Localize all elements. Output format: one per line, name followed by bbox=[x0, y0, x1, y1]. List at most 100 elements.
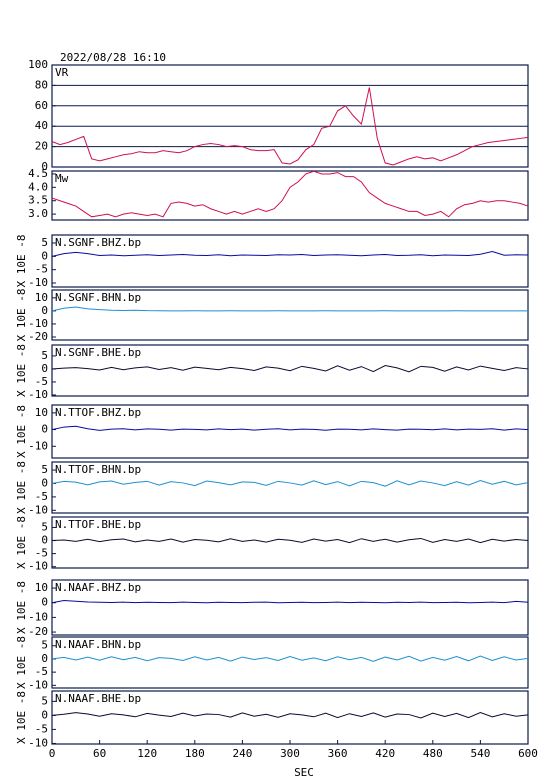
y-tick-label: 3.0 bbox=[28, 207, 48, 220]
y-tick-label: 60 bbox=[35, 99, 48, 112]
y-tick-label: 4.0 bbox=[28, 180, 48, 193]
trace bbox=[51, 712, 529, 719]
y-tick-label: -5 bbox=[35, 375, 48, 388]
y-axis-label: X 10E -8 bbox=[15, 691, 28, 744]
y-tick-label: 0 bbox=[41, 304, 48, 317]
x-tick-label: 540 bbox=[470, 747, 490, 760]
x-axis-label: SEC bbox=[294, 766, 314, 779]
trace-label: N.SGNF.BHE.bp bbox=[55, 346, 141, 359]
y-axis-label: X 10E -8 bbox=[15, 516, 28, 569]
y-tick-label: 0 bbox=[41, 476, 48, 489]
y-tick-label: -10 bbox=[28, 736, 48, 749]
y-tick-label: -10 bbox=[28, 610, 48, 623]
y-tick-label: 0 bbox=[41, 708, 48, 721]
x-tick-label: 60 bbox=[93, 747, 106, 760]
y-axis-label: X 10E -8 bbox=[15, 405, 28, 458]
panel-frame bbox=[51, 636, 529, 689]
y-tick-label: 0 bbox=[41, 423, 48, 436]
y-tick-label: -10 bbox=[28, 317, 48, 330]
y-tick-label: 0 bbox=[41, 534, 48, 547]
x-tick-label: 300 bbox=[280, 747, 300, 760]
y-tick-label: 5 bbox=[41, 694, 48, 707]
x-tick-label: 420 bbox=[375, 747, 395, 760]
y-tick-label: 0 bbox=[41, 249, 48, 262]
trace bbox=[51, 87, 529, 166]
y-tick-label: 10 bbox=[35, 581, 48, 594]
y-tick-label: 40 bbox=[35, 119, 48, 132]
trace-label: N.SGNF.BHZ.bp bbox=[55, 236, 141, 249]
x-tick-label: 0 bbox=[49, 747, 56, 760]
y-axis-label: X 10E -8 bbox=[15, 581, 28, 634]
trace bbox=[51, 365, 529, 373]
trace-label: N.TTOF.BHZ.bp bbox=[55, 406, 141, 419]
x-tick-label: 180 bbox=[185, 747, 205, 760]
panel-frame bbox=[51, 516, 529, 569]
trace-label: N.TTOF.BHE.bp bbox=[55, 518, 141, 531]
y-tick-label: 5 bbox=[41, 520, 48, 533]
y-tick-label: -10 bbox=[28, 388, 48, 401]
trace bbox=[51, 306, 528, 312]
y-tick-label: -20 bbox=[28, 330, 48, 343]
y-tick-label: 5 bbox=[41, 236, 48, 249]
trace-label: N.NAAF.BHN.bp bbox=[55, 638, 141, 651]
trace bbox=[51, 251, 529, 257]
y-tick-label: 20 bbox=[35, 140, 48, 153]
y-tick-label: 5 bbox=[41, 639, 48, 652]
y-tick-label: -10 bbox=[28, 678, 48, 691]
trace-label: N.TTOF.BHN.bp bbox=[55, 463, 141, 476]
panel-frame bbox=[51, 170, 529, 221]
y-tick-label: -5 bbox=[35, 490, 48, 503]
y-axis-label: X 10E -8 bbox=[15, 344, 28, 397]
panel-frame bbox=[51, 404, 529, 459]
y-tick-label: 5 bbox=[41, 349, 48, 362]
y-axis-label: X 10E -8 bbox=[15, 461, 28, 514]
x-tick-label: 480 bbox=[423, 747, 443, 760]
panel-frame bbox=[51, 64, 529, 168]
x-tick-label: 600 bbox=[518, 747, 538, 760]
panel-frame bbox=[51, 579, 529, 636]
panel-frame bbox=[51, 234, 529, 288]
y-tick-label: -5 bbox=[35, 665, 48, 678]
y-tick-label: -10 bbox=[28, 503, 48, 516]
y-tick-label: 10 bbox=[35, 291, 48, 304]
y-tick-label: 10 bbox=[35, 406, 48, 419]
x-tick-label: 360 bbox=[328, 747, 348, 760]
trace-label: N.NAAF.BHZ.bp bbox=[55, 581, 141, 594]
panel-frame bbox=[51, 344, 529, 397]
x-tick-label: 120 bbox=[137, 747, 157, 760]
panel-frame bbox=[51, 289, 529, 341]
trace-label: Mw bbox=[55, 172, 69, 185]
panel-frame bbox=[51, 461, 529, 514]
y-tick-label: -10 bbox=[28, 439, 48, 452]
trace bbox=[51, 655, 529, 662]
y-tick-label: -10 bbox=[28, 560, 48, 573]
y-tick-label: 0 bbox=[41, 160, 48, 173]
y-tick-label: -5 bbox=[35, 722, 48, 735]
chart-title: 2022/08/28 16:10 bbox=[60, 51, 166, 64]
trace bbox=[51, 170, 529, 218]
y-tick-label: -5 bbox=[35, 263, 48, 276]
trace-label: N.NAAF.BHE.bp bbox=[55, 692, 141, 705]
y-tick-label: 100 bbox=[28, 58, 48, 71]
y-axis-label: X 10E -8 bbox=[15, 636, 28, 689]
y-axis-label: X 10E -8 bbox=[15, 289, 28, 342]
trace-label: N.SGNF.BHN.bp bbox=[55, 291, 141, 304]
y-tick-label: 0 bbox=[41, 652, 48, 665]
trace bbox=[51, 479, 529, 487]
y-axis-label: X 10E -8 bbox=[15, 235, 28, 288]
y-tick-label: 3.5 bbox=[28, 194, 48, 207]
y-tick-label: 4.5 bbox=[28, 167, 48, 180]
y-tick-label: -20 bbox=[28, 625, 48, 638]
y-tick-label: -10 bbox=[28, 276, 48, 289]
x-tick-label: 240 bbox=[232, 747, 252, 760]
y-tick-label: 80 bbox=[35, 78, 48, 91]
trace bbox=[51, 425, 529, 431]
y-tick-label: 0 bbox=[41, 596, 48, 609]
y-tick-label: -5 bbox=[35, 547, 48, 560]
trace bbox=[51, 537, 529, 544]
y-tick-label: 5 bbox=[41, 463, 48, 476]
y-tick-label: 0 bbox=[41, 362, 48, 375]
trace-label: VR bbox=[55, 66, 69, 79]
trace bbox=[51, 600, 529, 604]
